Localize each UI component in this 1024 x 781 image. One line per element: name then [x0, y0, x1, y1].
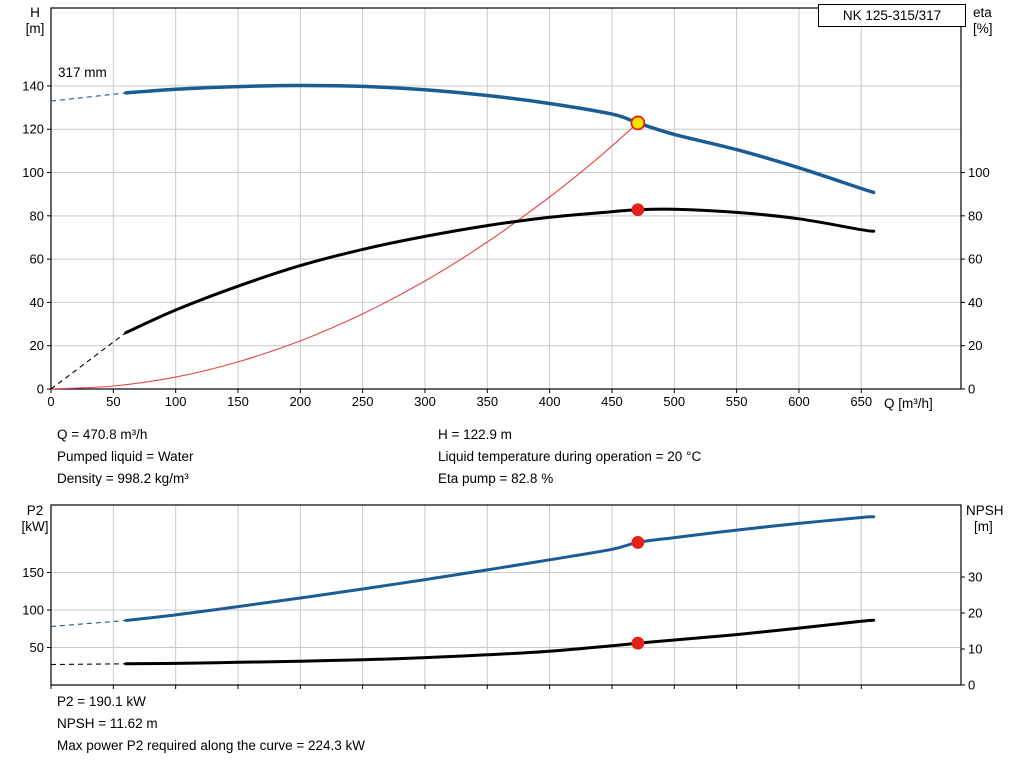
- head-curve: [124, 83, 876, 195]
- info-max-power: Max power P2 required along the curve = …: [57, 738, 366, 753]
- head-curve-lead: [50, 92, 126, 102]
- info-temperature: Liquid temperature during operation = 20…: [438, 449, 702, 464]
- tick-label: 150: [22, 565, 44, 580]
- info-flow: Q = 470.8 m³/h: [57, 427, 148, 442]
- p2-point: [631, 536, 645, 549]
- efficiency-curve-lead: [50, 332, 127, 390]
- bottom-left-axis-unit: [kW]: [21, 519, 49, 534]
- tick-label: 650: [850, 394, 872, 409]
- info-p2: P2 = 190.1 kW: [57, 694, 146, 709]
- tick-label: 20: [968, 338, 982, 353]
- tick-label: 30: [968, 570, 982, 585]
- info-density: Density = 998.2 kg/m³: [57, 471, 189, 486]
- top-right-axis-name: eta: [973, 5, 992, 20]
- top-left-axis-unit: [m]: [25, 21, 45, 36]
- tick-label: 50: [106, 394, 120, 409]
- tick-label: 40: [30, 295, 44, 310]
- tick-label: 300: [414, 394, 436, 409]
- p2-curve: [124, 515, 876, 622]
- tick-label: 140: [22, 78, 44, 93]
- tick-label: 450: [601, 394, 623, 409]
- tick-label: 0: [968, 678, 975, 693]
- tick-label: 0: [37, 382, 44, 397]
- tick-label: 100: [968, 165, 990, 180]
- efficiency-curve: [124, 207, 876, 335]
- tick-label: 10: [968, 642, 982, 657]
- top-left-axis-name: H: [30, 5, 40, 20]
- tick-label: 120: [22, 122, 44, 137]
- info-liquid: Pumped liquid = Water: [57, 449, 194, 464]
- efficiency-point: [631, 203, 645, 217]
- tick-label: 250: [352, 394, 374, 409]
- tick-label: 20: [968, 606, 982, 621]
- npsh-curve: [124, 618, 876, 666]
- tick-label: 60: [968, 252, 982, 267]
- bottom-right-axis-name: NPSH: [966, 503, 1004, 518]
- tick-label: 600: [788, 394, 810, 409]
- bottom-right-axis-unit: [m]: [974, 519, 993, 534]
- tick-label: 20: [30, 338, 44, 353]
- tick-label: 60: [30, 252, 44, 267]
- tick-label: 0: [47, 394, 54, 409]
- tick-label: 50: [30, 640, 44, 655]
- tick-label: 200: [289, 394, 311, 409]
- tick-label: 350: [476, 394, 498, 409]
- plot-border: [50, 504, 962, 686]
- tick-label: 100: [22, 165, 44, 180]
- tick-label: 550: [726, 394, 748, 409]
- tick-label: 40: [968, 295, 982, 310]
- tick-label: 400: [539, 394, 561, 409]
- top-right-axis-unit: [%]: [973, 21, 993, 36]
- tick-label: 100: [165, 394, 187, 409]
- duty-point: [630, 115, 646, 131]
- tick-label: 100: [22, 603, 44, 618]
- npsh-curve-lead: [50, 663, 126, 666]
- bottom-left-axis-name: P2: [26, 503, 44, 518]
- impeller-diameter-label: 317 mm: [58, 65, 107, 80]
- tick-label: 80: [30, 208, 44, 223]
- info-eta: Eta pump = 82.8 %: [438, 471, 554, 486]
- tick-label: 150: [227, 394, 249, 409]
- x-axis-label: Q [m³/h]: [884, 396, 933, 411]
- tick-label: 80: [968, 208, 982, 223]
- pump-type-label: NK 125-315/317: [818, 4, 966, 27]
- tick-label: 500: [663, 394, 685, 409]
- npsh-point: [631, 636, 645, 650]
- p2-curve-lead: [50, 619, 126, 628]
- tick-label: 0: [968, 382, 975, 397]
- plot-border: [50, 7, 962, 390]
- info-head: H = 122.9 m: [438, 427, 512, 442]
- info-npsh: NPSH = 11.62 m: [57, 716, 158, 731]
- system-curve: [50, 122, 639, 390]
